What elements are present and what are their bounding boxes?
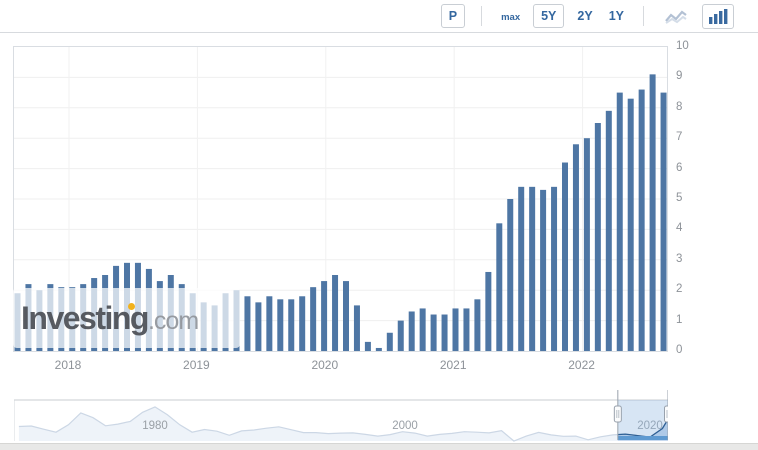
bar[interactable] <box>343 281 349 351</box>
bar[interactable] <box>255 302 262 351</box>
watermark-text: Investing.com <box>21 300 199 337</box>
y-tick-label: 0 <box>676 344 683 356</box>
bar[interactable] <box>244 296 251 351</box>
bar[interactable] <box>605 110 612 351</box>
navigator-tick-label: 2000 <box>392 420 418 432</box>
bar[interactable] <box>353 305 360 351</box>
x-tick-label: 2022 <box>568 358 595 372</box>
x-tick-label: 2019 <box>183 358 210 372</box>
bar[interactable] <box>375 347 382 351</box>
range-navigator[interactable]: 1980 2000 2020 <box>13 388 672 442</box>
navigator-plot[interactable]: 1980 2000 2020 <box>13 388 672 442</box>
y-tick-label: 6 <box>676 161 683 174</box>
range-5y-button[interactable]: 5Y <box>533 3 565 29</box>
bar[interactable] <box>474 299 481 351</box>
range-1y-button[interactable]: 1Y <box>608 9 624 23</box>
y-tick-label: 2 <box>676 283 683 296</box>
bar[interactable] <box>594 123 601 351</box>
y-tick-label: 4 <box>676 222 683 235</box>
chart-toolbar: P max 5Y 2Y 1Y <box>0 0 758 33</box>
bar[interactable] <box>649 74 656 351</box>
toolbar-divider <box>643 6 644 26</box>
bar[interactable] <box>419 308 426 351</box>
main-chart-area[interactable]: Investing.com <box>13 46 668 352</box>
navigator-selected-area <box>617 419 668 441</box>
y-tick-label: 10 <box>676 40 689 52</box>
bar[interactable] <box>277 299 284 351</box>
bar[interactable] <box>638 89 645 351</box>
bar[interactable] <box>616 92 623 351</box>
navigator-selection-bottom-bar <box>617 436 668 440</box>
period-p-button[interactable]: P <box>440 3 466 29</box>
x-tick-label: 2018 <box>54 358 82 372</box>
bar[interactable] <box>551 186 558 351</box>
range-max-button[interactable]: max <box>501 12 521 23</box>
x-tick-label: 2020 <box>311 358 339 372</box>
bar[interactable] <box>583 138 590 351</box>
bar[interactable] <box>485 271 492 351</box>
bar[interactable] <box>386 332 393 351</box>
y-tick-label: 3 <box>676 252 683 265</box>
bar[interactable] <box>540 189 547 351</box>
bar[interactable] <box>299 296 306 351</box>
bar[interactable] <box>332 275 339 351</box>
y-tick-label: 7 <box>676 131 683 144</box>
bar[interactable] <box>364 341 371 351</box>
y-tick-label: 1 <box>676 313 683 326</box>
bar[interactable] <box>452 308 459 351</box>
toolbar-divider <box>481 6 483 26</box>
bar[interactable] <box>288 299 295 351</box>
bar[interactable] <box>518 186 525 351</box>
x-tick-label: 2021 <box>439 358 467 372</box>
investing-watermark: Investing.com <box>13 288 240 348</box>
bar[interactable] <box>321 281 328 351</box>
y-tick-label: 8 <box>676 100 683 113</box>
bar-chart-icon[interactable] <box>702 3 734 29</box>
bar[interactable] <box>430 314 437 351</box>
bar[interactable] <box>627 98 634 351</box>
range-2y-button[interactable]: 2Y <box>577 9 593 23</box>
navigator-tick-label: 1980 <box>142 420 168 432</box>
bottom-scrollbar-track[interactable] <box>0 443 758 450</box>
watermark-tld: .com <box>147 306 199 335</box>
navigator-tick-label: 2020 <box>637 420 663 432</box>
bar[interactable] <box>529 186 536 351</box>
navigator-area <box>18 406 668 441</box>
bar[interactable] <box>397 320 404 351</box>
y-tick-label: 9 <box>676 70 683 83</box>
line-chart-icon[interactable] <box>660 5 692 28</box>
watermark-yellow-dot <box>128 302 135 310</box>
bar[interactable] <box>562 162 568 351</box>
bar[interactable] <box>572 144 579 351</box>
navigator-right-handle[interactable] <box>664 405 672 423</box>
bar[interactable] <box>266 296 273 351</box>
bar[interactable] <box>463 308 470 351</box>
navigator-left-handle[interactable] <box>613 405 622 423</box>
bar[interactable] <box>408 311 415 351</box>
bar[interactable] <box>507 199 514 351</box>
navigator-line <box>18 406 669 442</box>
bar[interactable] <box>660 92 667 351</box>
y-tick-label: 5 <box>676 192 683 204</box>
bar[interactable] <box>310 287 317 351</box>
bar[interactable] <box>441 314 448 351</box>
bar[interactable] <box>496 223 503 351</box>
